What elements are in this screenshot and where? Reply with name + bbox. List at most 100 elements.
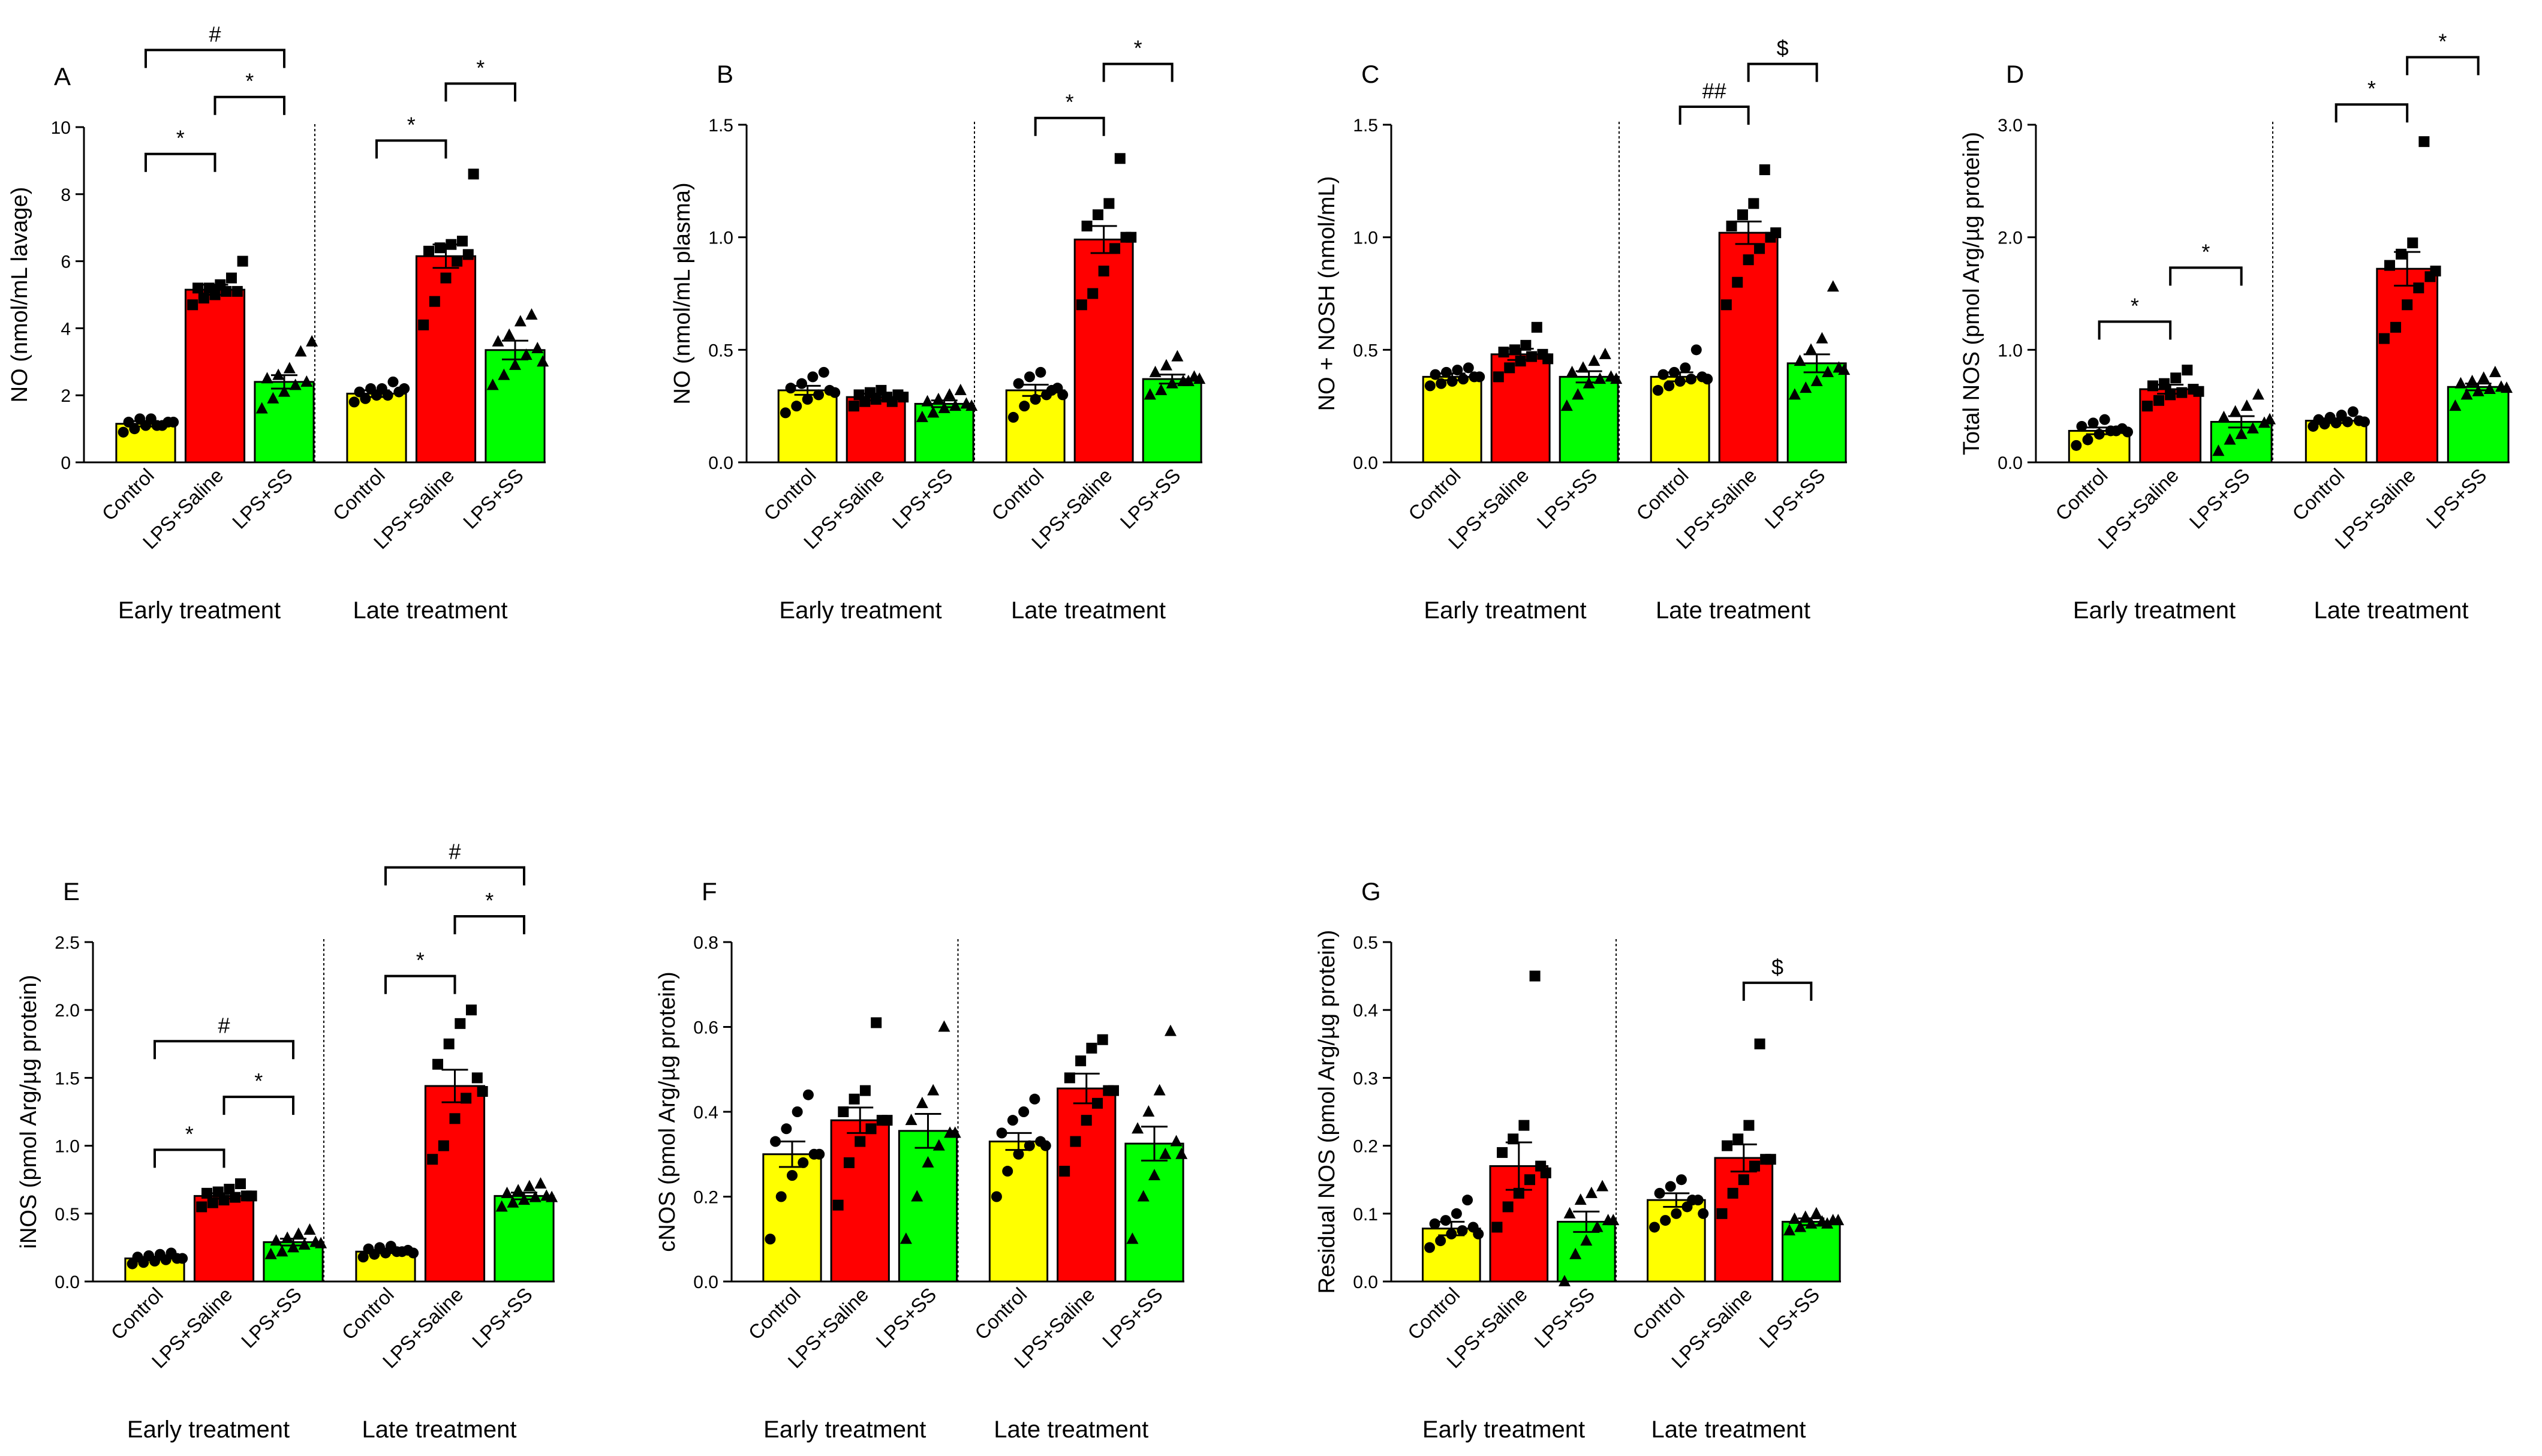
significance-label: * [2438, 29, 2447, 53]
data-point [848, 401, 859, 412]
data-point [1430, 369, 1441, 380]
category-label: LPS+SS [2422, 464, 2491, 533]
data-point [949, 1126, 961, 1138]
data-point [1013, 378, 1024, 389]
data-point [507, 1196, 519, 1208]
category-label: Control [98, 464, 158, 525]
group-label: Early treatment [1422, 1416, 1585, 1443]
y-tick-label: 6 [61, 252, 71, 272]
data-point [255, 402, 268, 414]
data-point [2082, 434, 2093, 446]
data-point [2071, 440, 2082, 451]
group-label: Late treatment [1011, 597, 1166, 624]
data-point [796, 378, 807, 389]
category-label: Control [970, 1283, 1031, 1344]
data-point [1822, 365, 1834, 377]
group-label: Late treatment [362, 1416, 517, 1443]
data-point [786, 1170, 798, 1181]
data-point [1821, 1217, 1834, 1229]
data-point [1660, 1215, 1671, 1226]
significance-bracket [375, 139, 447, 159]
data-point [1170, 1135, 1183, 1147]
data-point [498, 368, 510, 380]
bar-LPS+SS [914, 402, 974, 464]
data-point [1805, 1217, 1818, 1229]
data-point [294, 345, 307, 357]
data-point [832, 1199, 844, 1211]
data-point [2182, 365, 2193, 376]
data-point [1810, 1207, 1822, 1219]
y-axis-label: Residual NOS (pmol Arg/µg protein) [1314, 930, 1340, 1294]
data-point [859, 1085, 871, 1096]
data-point [357, 1252, 369, 1263]
data-point [468, 169, 479, 180]
panel-letter: B [717, 60, 733, 88]
data-point [1577, 361, 1589, 373]
data-point [1457, 1225, 1468, 1237]
data-point [938, 401, 950, 413]
data-point [1698, 1208, 1709, 1219]
data-point [864, 387, 876, 398]
y-tick-label: 0.2 [693, 1188, 718, 1208]
data-point [1166, 377, 1178, 389]
data-point [1007, 1115, 1018, 1126]
data-point [1580, 1234, 1593, 1246]
data-point [2418, 136, 2430, 148]
y-tick-label: 0.8 [693, 933, 718, 953]
data-point [2378, 333, 2390, 344]
y-tick-label: 1.5 [708, 116, 733, 136]
data-point [1436, 378, 1447, 389]
data-point [792, 1106, 803, 1117]
data-point [123, 416, 134, 428]
significance-bracket [144, 49, 285, 68]
data-point [1446, 1228, 1457, 1240]
data-point [1832, 1214, 1845, 1226]
y-tick-label: 4 [61, 319, 71, 339]
panel-G: G 0.0 0.1 0.2 0.3 0.4 0.5 Residual NOS (pmol Ar… [1314, 877, 1845, 1443]
category-label: Control [1632, 464, 1692, 525]
data-point [1446, 375, 1458, 387]
data-point [287, 1241, 299, 1253]
data-point [2087, 417, 2099, 429]
data-point [780, 407, 791, 419]
data-point [1086, 1042, 1097, 1054]
category-label: LPS+SS [459, 464, 528, 533]
data-point [427, 1154, 438, 1165]
data-point [363, 1243, 374, 1255]
data-point [1002, 1166, 1013, 1177]
category-label: Control [1628, 1283, 1689, 1344]
data-point [2170, 372, 2182, 384]
y-tick-label: 0.5 [55, 1205, 80, 1225]
data-point [1838, 363, 1851, 375]
data-point [1749, 1160, 1760, 1172]
data-point [1722, 1140, 1733, 1151]
data-point [1076, 299, 1087, 311]
data-point [429, 296, 440, 307]
data-point [443, 1038, 455, 1049]
data-point [2122, 426, 2134, 438]
data-point [1738, 1174, 1749, 1186]
data-point [1680, 362, 1691, 374]
y-tick-label: 0.0 [693, 1273, 718, 1292]
significance-label: * [2131, 293, 2139, 318]
data-point [1687, 1195, 1698, 1206]
group-label: Early treatment [2073, 597, 2236, 624]
group-label: Early treatment [127, 1416, 290, 1443]
data-point [281, 1231, 294, 1243]
significance-label: * [185, 1121, 194, 1146]
data-point [387, 376, 399, 387]
data-point [2093, 429, 2105, 440]
data-point [1686, 374, 1697, 385]
category-label: LPS+SS [237, 1283, 306, 1352]
data-point [1513, 1187, 1524, 1199]
data-point [486, 378, 499, 390]
data-point [418, 319, 429, 330]
category-label: LPS+SS [1530, 1283, 1599, 1352]
group-label: Early treatment [118, 597, 281, 624]
panel-letter: D [2006, 60, 2024, 88]
data-point [1542, 353, 1554, 365]
y-tick-label: 0.4 [1353, 1001, 1378, 1021]
data-point [849, 1093, 860, 1105]
data-point [1493, 371, 1504, 383]
data-point [943, 388, 956, 400]
